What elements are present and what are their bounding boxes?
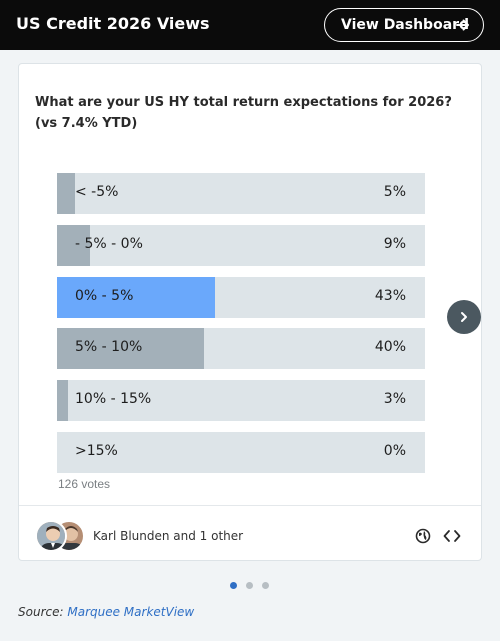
source-note: Source: Marquee MarketView <box>18 605 194 619</box>
option-fill-bar <box>57 277 215 318</box>
poll-question: What are your US HY total return expecta… <box>35 95 452 131</box>
option-percent: 9% <box>383 236 406 252</box>
option-label: 10% - 15% <box>75 391 152 407</box>
view-dashboard-button[interactable]: View Dashboard <box>324 8 484 42</box>
option-fill-bar <box>57 328 204 369</box>
poll-option[interactable]: 5% - 10% 40% <box>57 328 425 369</box>
vote-count: 126 votes <box>58 477 111 491</box>
voter-summary[interactable]: Karl Blunden and 1 other <box>93 529 244 543</box>
app-header: US Credit 2026 Views View Dashboard <box>0 0 500 50</box>
arrow-right-icon <box>456 19 469 31</box>
option-percent: 40% <box>374 339 406 355</box>
source-link[interactable]: Marquee MarketView <box>67 605 195 619</box>
carousel-dot[interactable] <box>230 582 237 589</box>
carousel-dot[interactable] <box>246 582 253 589</box>
poll-option[interactable]: >15% 0% <box>57 432 425 473</box>
option-label: < -5% <box>75 184 119 200</box>
next-slide-button[interactable] <box>447 300 481 334</box>
card-divider <box>19 505 481 506</box>
poll-option[interactable]: - 5% - 0% 9% <box>57 225 425 266</box>
avatar <box>35 520 67 552</box>
page-title: US Credit 2026 Views <box>16 14 210 33</box>
poll-option[interactable]: 0% - 5% 43% <box>57 277 425 318</box>
option-label: 5% - 10% <box>75 339 143 355</box>
chevron-right-icon <box>461 312 467 322</box>
globe-icon[interactable] <box>415 528 431 544</box>
option-fill-bar <box>57 380 68 421</box>
option-label: - 5% - 0% <box>75 236 143 252</box>
option-label: >15% <box>75 443 118 459</box>
source-label: Source: <box>18 605 64 619</box>
option-fill-bar <box>57 225 90 266</box>
option-percent: 0% <box>383 443 406 459</box>
option-fill-bar <box>57 173 75 214</box>
option-label: 0% - 5% <box>75 288 134 304</box>
view-dashboard-label: View Dashboard <box>341 17 470 33</box>
option-percent: 5% <box>383 184 406 200</box>
poll-option[interactable]: < -5% 5% <box>57 173 425 214</box>
code-icon[interactable] <box>443 528 461 544</box>
poll-option[interactable]: 10% - 15% 3% <box>57 380 425 421</box>
option-percent: 3% <box>383 391 406 407</box>
carousel-dot[interactable] <box>262 582 269 589</box>
option-percent: 43% <box>374 288 406 304</box>
